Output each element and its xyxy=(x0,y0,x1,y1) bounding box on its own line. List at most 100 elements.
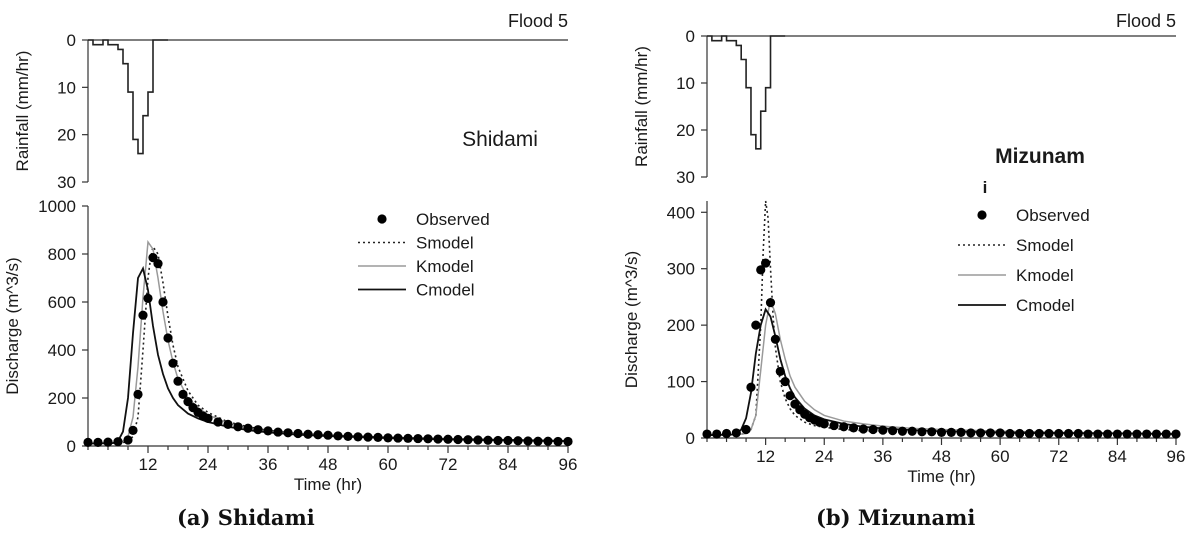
observed-point xyxy=(153,259,163,269)
observed-point xyxy=(917,427,927,437)
observed-point xyxy=(443,434,453,444)
observed-point xyxy=(1103,429,1113,439)
caption-b: (b) Mizunami xyxy=(816,505,976,530)
observed-point xyxy=(273,427,283,437)
discharge-xtick-label: 48 xyxy=(319,455,338,474)
observed-point xyxy=(731,428,741,438)
observed-point xyxy=(765,297,776,308)
discharge-ylabel: Discharge (m^3/s) xyxy=(622,251,641,388)
observed-point xyxy=(946,427,956,437)
observed-point xyxy=(563,436,573,447)
observed-point xyxy=(343,431,353,441)
observed-point xyxy=(283,428,293,438)
observed-point xyxy=(775,366,785,377)
observed-point xyxy=(473,435,483,445)
observed-point xyxy=(553,436,563,447)
discharge-xtick-label: 72 xyxy=(1049,447,1068,466)
discharge-xtick-label: 60 xyxy=(991,447,1010,466)
observed-point xyxy=(373,432,383,442)
observed-point xyxy=(770,334,780,344)
observed-point xyxy=(93,437,103,447)
rainfall-ytick-label: 20 xyxy=(676,121,695,140)
station-label: Shidami xyxy=(462,128,538,151)
discharge-ytick-label: 400 xyxy=(667,203,695,222)
observed-point xyxy=(178,389,188,399)
observed-point xyxy=(829,420,839,431)
observed-point xyxy=(383,433,393,443)
observed-point xyxy=(1054,428,1064,439)
observed-point xyxy=(1151,429,1162,439)
observed-point xyxy=(513,436,523,446)
discharge-ytick-label: 0 xyxy=(67,437,76,456)
observed-point xyxy=(1005,428,1015,439)
discharge-ytick-label: 800 xyxy=(48,245,76,264)
observed-point xyxy=(128,425,138,435)
observed-point xyxy=(1171,429,1181,439)
observed-point xyxy=(363,432,373,442)
discharge-ytick-label: 300 xyxy=(667,260,695,279)
observed-point xyxy=(712,429,722,439)
rainfall-ytick-label: 10 xyxy=(57,78,76,97)
observed-point xyxy=(113,437,123,447)
observed-point xyxy=(1063,428,1074,439)
observed-point xyxy=(133,389,143,399)
observed-point xyxy=(1112,429,1122,439)
legend-label-kmodel: Kmodel xyxy=(416,257,474,276)
observed-point xyxy=(423,434,433,444)
rainfall-ytick-label: 30 xyxy=(676,168,695,187)
observed-point xyxy=(493,435,503,446)
observed-point xyxy=(453,434,463,445)
observed-point xyxy=(966,428,976,438)
discharge-ytick-label: 200 xyxy=(667,316,695,335)
discharge-ylabel: Discharge (m^3/s) xyxy=(3,257,22,394)
observed-point xyxy=(1142,429,1152,439)
observed-point xyxy=(819,419,829,429)
observed-point xyxy=(1024,428,1035,439)
legend-label-kmodel: Kmodel xyxy=(1016,266,1074,285)
observed-point xyxy=(233,422,243,432)
observed-point xyxy=(907,426,917,436)
observed-point xyxy=(323,430,333,440)
flood-label: Flood 5 xyxy=(1116,11,1176,31)
chart-panel-0: Flood 5 0 10 20 30 Rainfall (mm/hr) Shidami 0 20… xyxy=(3,11,577,494)
legend-label-observed: Observed xyxy=(416,210,490,229)
observed-point xyxy=(936,427,947,437)
legend-label-cmodel: Cmodel xyxy=(416,281,475,300)
observed-point xyxy=(463,435,473,445)
observed-point xyxy=(868,424,878,435)
observed-point xyxy=(163,333,173,343)
observed-point xyxy=(746,382,756,392)
discharge-ytick-label: 600 xyxy=(48,293,76,312)
observed-point xyxy=(103,437,113,447)
caption-a: (a) Shidami xyxy=(177,505,315,530)
discharge-ytick-label: 1000 xyxy=(38,197,76,216)
observed-point xyxy=(878,425,888,435)
observed-point xyxy=(721,428,732,439)
observed-point xyxy=(1122,429,1132,439)
observed-point xyxy=(313,430,323,440)
observed-point xyxy=(293,428,303,439)
series-line-kmodel xyxy=(87,239,569,445)
discharge-ytick-label: 0 xyxy=(686,429,695,448)
observed-point xyxy=(158,297,168,307)
discharge-xlabel: Time (hr) xyxy=(907,467,975,486)
observed-point xyxy=(138,310,148,320)
observed-point xyxy=(483,435,493,445)
observed-point xyxy=(303,429,313,439)
observed-point xyxy=(741,424,751,435)
chart-panel-1: Flood 5 0 10 20 30 Rainfall (mm/hr) Mizunam i 0 1… xyxy=(622,11,1185,486)
observed-point xyxy=(1132,429,1142,439)
legend-label-observed: Observed xyxy=(1016,206,1090,225)
observed-point xyxy=(123,435,133,445)
observed-point xyxy=(523,436,533,446)
rainfall-ytick-label: 20 xyxy=(57,126,76,145)
observed-point xyxy=(143,293,153,303)
observed-point xyxy=(333,431,343,441)
series-line-smodel xyxy=(706,200,1176,436)
observed-point xyxy=(975,428,986,438)
observed-point xyxy=(839,422,849,432)
discharge-xtick-label: 84 xyxy=(499,455,518,474)
observed-point xyxy=(785,391,795,401)
observed-point xyxy=(413,433,423,444)
legend-label-smodel: Smodel xyxy=(1016,236,1074,255)
